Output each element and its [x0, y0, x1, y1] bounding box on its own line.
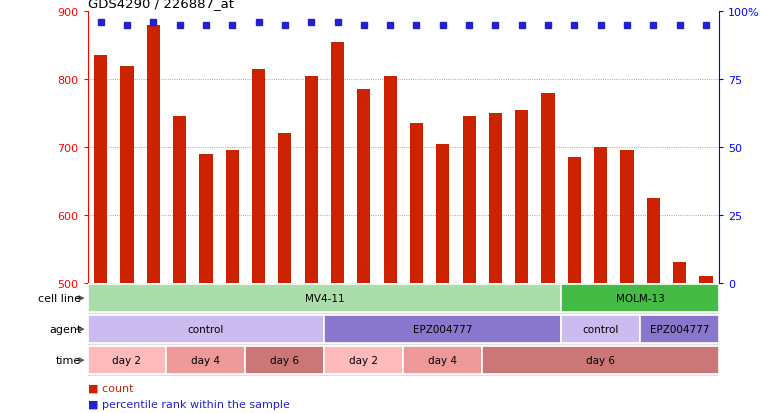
Bar — [279, 134, 291, 283]
Text: ■ count: ■ count — [88, 382, 133, 392]
Text: GDS4290 / 226887_at: GDS4290 / 226887_at — [88, 0, 234, 10]
Bar — [167, 346, 245, 375]
Bar — [384, 77, 396, 283]
Bar — [120, 66, 134, 283]
Text: MV4-11: MV4-11 — [304, 293, 344, 304]
Text: control: control — [188, 324, 224, 335]
Bar — [436, 144, 450, 283]
Text: agent: agent — [49, 324, 81, 335]
Bar — [252, 70, 265, 283]
Text: day 4: day 4 — [428, 355, 457, 366]
Bar — [199, 154, 212, 283]
Bar — [561, 315, 640, 344]
Text: control: control — [582, 324, 619, 335]
Text: EPZ004777: EPZ004777 — [413, 324, 473, 335]
Bar — [673, 263, 686, 283]
Text: day 6: day 6 — [586, 355, 615, 366]
Text: ■ percentile rank within the sample: ■ percentile rank within the sample — [88, 399, 289, 409]
Text: MOLM-13: MOLM-13 — [616, 293, 664, 304]
Bar — [640, 315, 719, 344]
Text: day 2: day 2 — [113, 355, 142, 366]
Bar — [88, 284, 561, 313]
Bar — [647, 198, 660, 283]
Bar — [410, 124, 423, 283]
Bar — [482, 346, 719, 375]
Bar — [245, 346, 324, 375]
Text: time: time — [56, 355, 81, 366]
Text: EPZ004777: EPZ004777 — [650, 324, 709, 335]
Text: day 2: day 2 — [349, 355, 378, 366]
Bar — [542, 94, 555, 283]
Bar — [147, 26, 160, 283]
Bar — [594, 148, 607, 283]
Bar — [173, 117, 186, 283]
Bar — [304, 77, 318, 283]
Text: day 4: day 4 — [192, 355, 221, 366]
Text: cell line: cell line — [38, 293, 81, 304]
Bar — [324, 346, 403, 375]
Bar — [88, 315, 324, 344]
Bar — [357, 90, 371, 283]
Bar — [88, 346, 167, 375]
Bar — [324, 315, 561, 344]
Bar — [463, 117, 476, 283]
Bar — [568, 158, 581, 283]
Bar — [515, 110, 528, 283]
Bar — [620, 151, 634, 283]
Bar — [489, 114, 502, 283]
Bar — [699, 276, 712, 283]
Bar — [403, 346, 482, 375]
Bar — [331, 43, 344, 283]
Bar — [94, 56, 107, 283]
Bar — [561, 284, 719, 313]
Text: day 6: day 6 — [270, 355, 299, 366]
Bar — [226, 151, 239, 283]
